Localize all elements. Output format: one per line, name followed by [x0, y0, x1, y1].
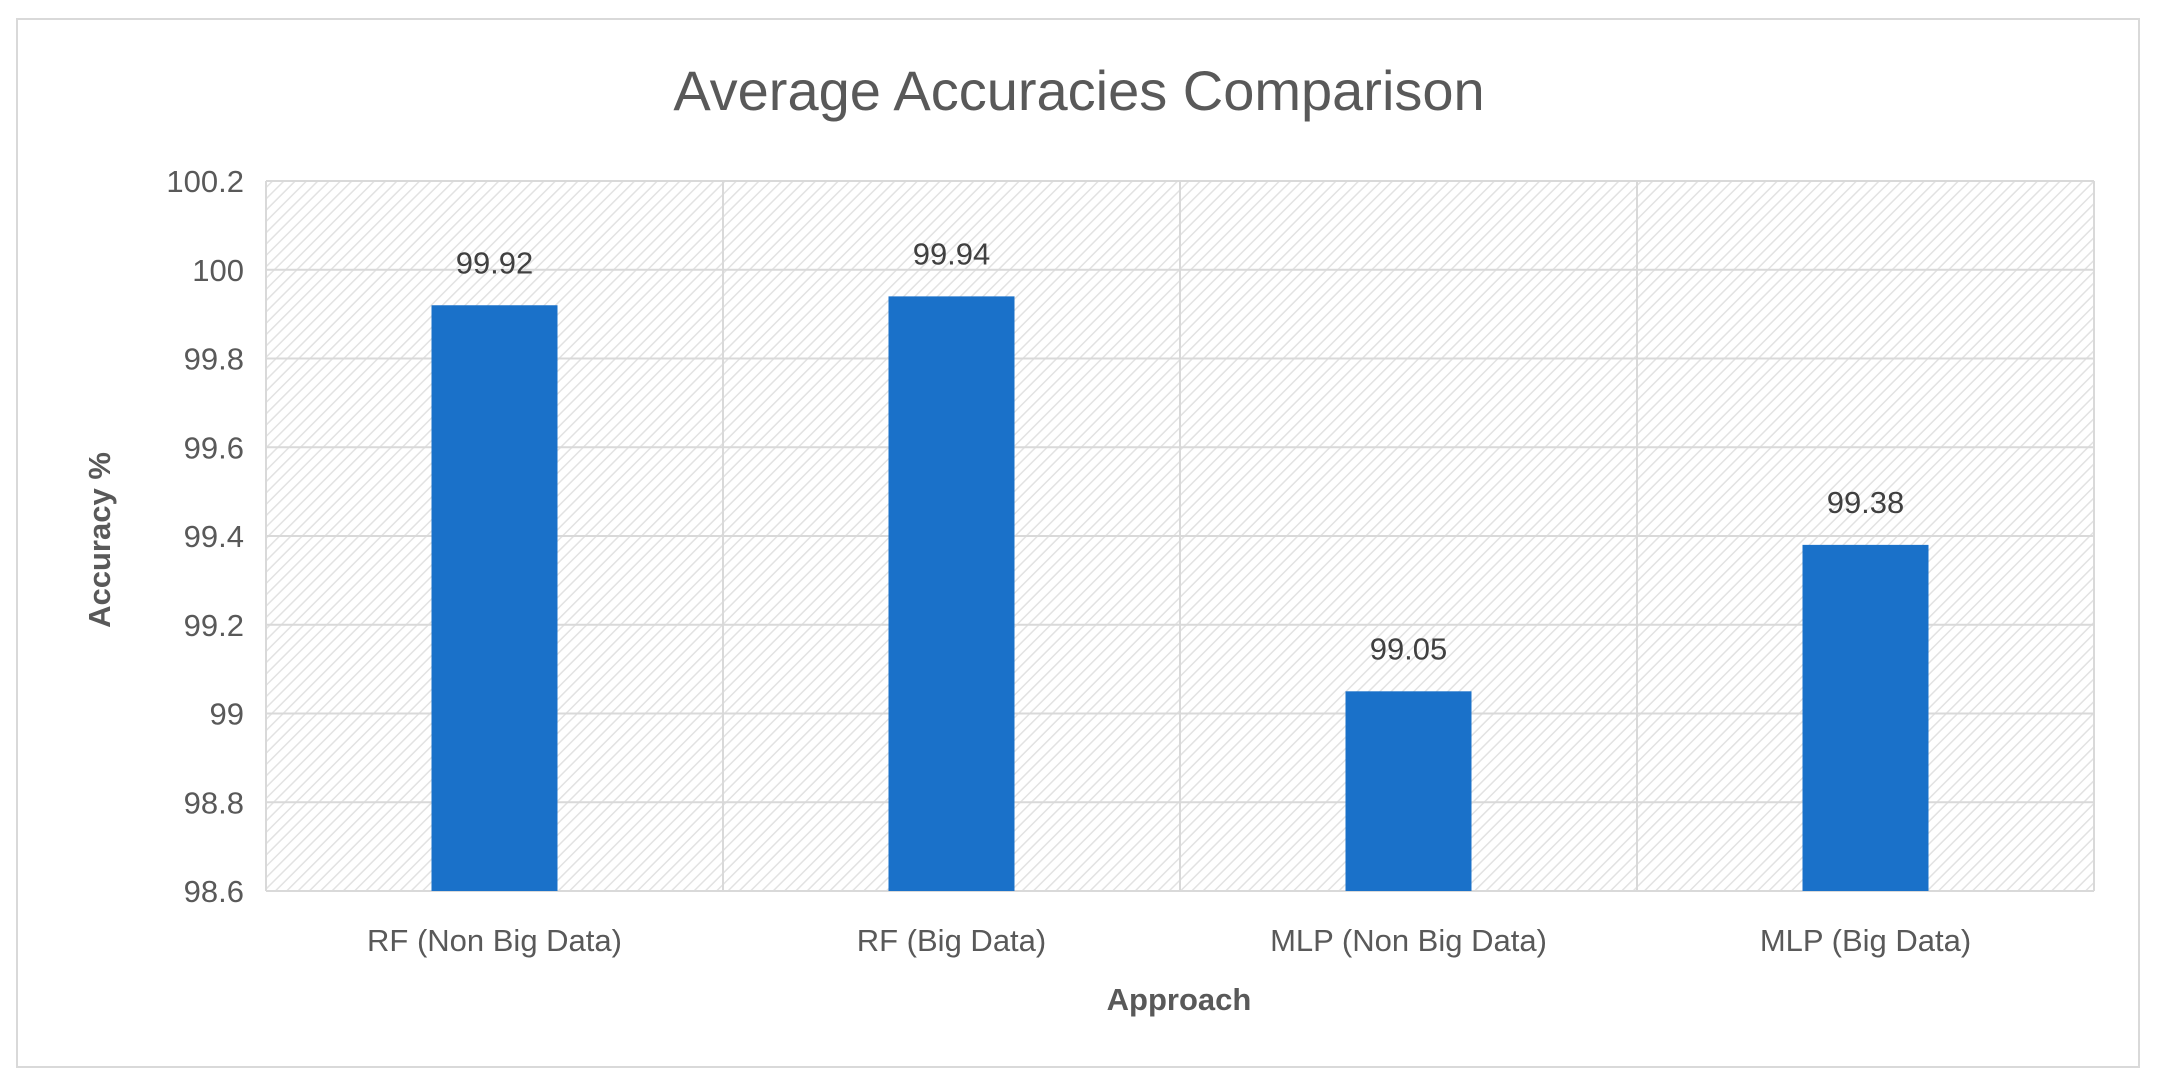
x-tick-label: MLP (Big Data) — [1760, 923, 1971, 958]
data-label: 99.38 — [1827, 485, 1905, 520]
y-tick-label: 100 — [192, 253, 244, 288]
x-tick-label: RF (Non Big Data) — [367, 923, 622, 958]
bar — [431, 305, 558, 891]
y-tick-label: 99.6 — [184, 430, 244, 465]
x-tick-label: RF (Big Data) — [857, 923, 1046, 958]
y-axis-ticks: 98.6 98.8 99 99.2 99.4 99.6 99.8 100 100.2 — [166, 164, 244, 909]
bar — [1345, 691, 1472, 891]
bars — [431, 296, 1929, 891]
data-label: 99.05 — [1370, 631, 1448, 666]
data-labels: 99.92 99.94 99.05 99.38 — [456, 236, 1905, 666]
y-tick-label: 99.2 — [184, 608, 244, 643]
x-tick-label: MLP (Non Big Data) — [1270, 923, 1547, 958]
y-tick-label: 99.4 — [184, 519, 244, 554]
bar — [1802, 544, 1929, 891]
y-axis-title: Accuracy % — [82, 452, 117, 628]
y-tick-label: 98.6 — [184, 874, 244, 909]
x-axis-title: Approach — [1107, 982, 1252, 1017]
gridlines — [265, 180, 2095, 892]
x-axis-ticks: RF (Non Big Data) RF (Big Data) MLP (Non B… — [367, 923, 1971, 958]
data-label: 99.94 — [913, 236, 991, 271]
data-label: 99.92 — [456, 245, 534, 280]
y-tick-label: 98.8 — [184, 785, 244, 820]
bar — [888, 296, 1015, 891]
chart-title: Average Accuracies Comparison — [673, 59, 1484, 122]
y-tick-label: 99.8 — [184, 342, 244, 377]
y-tick-label: 100.2 — [166, 164, 244, 199]
y-tick-label: 99 — [210, 697, 244, 732]
